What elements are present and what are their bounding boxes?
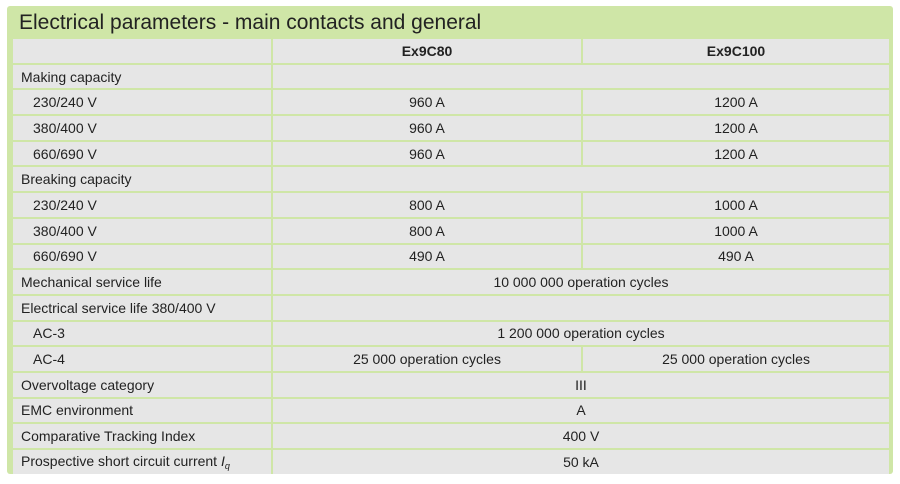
row-value-ex9c80: 25 000 operation cycles: [273, 347, 581, 371]
row-value-ex9c100: 1200 A: [583, 141, 889, 166]
row-label-cell: Prospective short circuit current Iq: [13, 450, 271, 474]
current-subscript: q: [224, 460, 230, 471]
table-row: 380/400 V 960 A 1200 A: [13, 116, 889, 140]
row-value: A: [273, 398, 889, 423]
row-label: 230/240 V: [13, 90, 271, 115]
table-row: Prospective short circuit current Iq 50 …: [13, 450, 889, 474]
row-label: 230/240 V: [13, 193, 271, 217]
row-label: AC-4: [13, 347, 271, 371]
header-ex9c100: Ex9C100: [583, 39, 889, 63]
row-value: 1 200 000 operation cycles: [273, 321, 889, 346]
table-row: AC-3 1 200 000 operation cycles: [13, 321, 889, 346]
row-value-ex9c100: 1000 A: [583, 193, 889, 217]
row-value: [273, 64, 889, 89]
parameters-panel: Electrical parameters - main contacts an…: [7, 6, 893, 474]
row-label: Making capacity: [13, 64, 271, 89]
table-row: EMC environment A: [13, 398, 889, 423]
row-label: Comparative Tracking Index: [13, 424, 271, 448]
row-value-ex9c100: 490 A: [583, 244, 889, 269]
row-value-ex9c80: 960 A: [273, 141, 581, 166]
row-label: 380/400 V: [13, 218, 271, 243]
table-row: Making capacity: [13, 64, 889, 89]
row-value-ex9c80: 960 A: [273, 116, 581, 140]
row-label: 660/690 V: [13, 244, 271, 269]
row-label: Breaking capacity: [13, 167, 271, 192]
table-row: 660/690 V 490 A 490 A: [13, 244, 889, 269]
row-value-ex9c100: 1200 A: [583, 116, 889, 140]
table-row: 660/690 V 960 A 1200 A: [13, 141, 889, 166]
table-row: Overvoltage category III: [13, 372, 889, 397]
row-value: III: [273, 372, 889, 397]
row-label: 380/400 V: [13, 116, 271, 140]
row-label: Mechanical service life: [13, 270, 271, 294]
row-value-ex9c80: 490 A: [273, 244, 581, 269]
table-row: Breaking capacity: [13, 167, 889, 192]
row-value-ex9c100: 1200 A: [583, 90, 889, 115]
row-value: [273, 295, 889, 320]
table-row: Comparative Tracking Index 400 V: [13, 424, 889, 448]
table-row: AC-4 25 000 operation cycles 25 000 oper…: [13, 347, 889, 371]
row-value: 400 V: [273, 424, 889, 448]
row-value-ex9c100: 25 000 operation cycles: [583, 347, 889, 371]
panel-title: Electrical parameters - main contacts an…: [19, 11, 482, 34]
row-value-ex9c100: 1000 A: [583, 218, 889, 243]
header-ex9c80: Ex9C80: [273, 39, 581, 63]
table-row: 380/400 V 800 A 1000 A: [13, 218, 889, 243]
header-cell-blank: [13, 39, 271, 63]
row-label: Electrical service life 380/400 V: [13, 295, 271, 320]
row-value-ex9c80: 800 A: [273, 193, 581, 217]
table-row: 230/240 V 960 A 1200 A: [13, 90, 889, 115]
row-label: Prospective short circuit current: [21, 452, 218, 469]
table-row: Mechanical service life 10 000 000 opera…: [13, 270, 889, 294]
header-row: Ex9C80 Ex9C100: [13, 39, 889, 63]
row-value-ex9c80: 800 A: [273, 218, 581, 243]
table-row: 230/240 V 800 A 1000 A: [13, 193, 889, 217]
parameters-table: Ex9C80 Ex9C100 Making capacity 230/240 V…: [11, 37, 891, 476]
table-row: Electrical service life 380/400 V: [13, 295, 889, 320]
row-value: [273, 167, 889, 192]
row-label: 660/690 V: [13, 141, 271, 166]
current-symbol: I: [220, 452, 225, 469]
row-label: AC-3: [13, 321, 271, 346]
row-label: Overvoltage category: [13, 372, 271, 397]
row-value: 50 kA: [273, 450, 889, 474]
row-label: EMC environment: [13, 398, 271, 423]
row-value: 10 000 000 operation cycles: [273, 270, 889, 294]
row-value-ex9c80: 960 A: [273, 90, 581, 115]
